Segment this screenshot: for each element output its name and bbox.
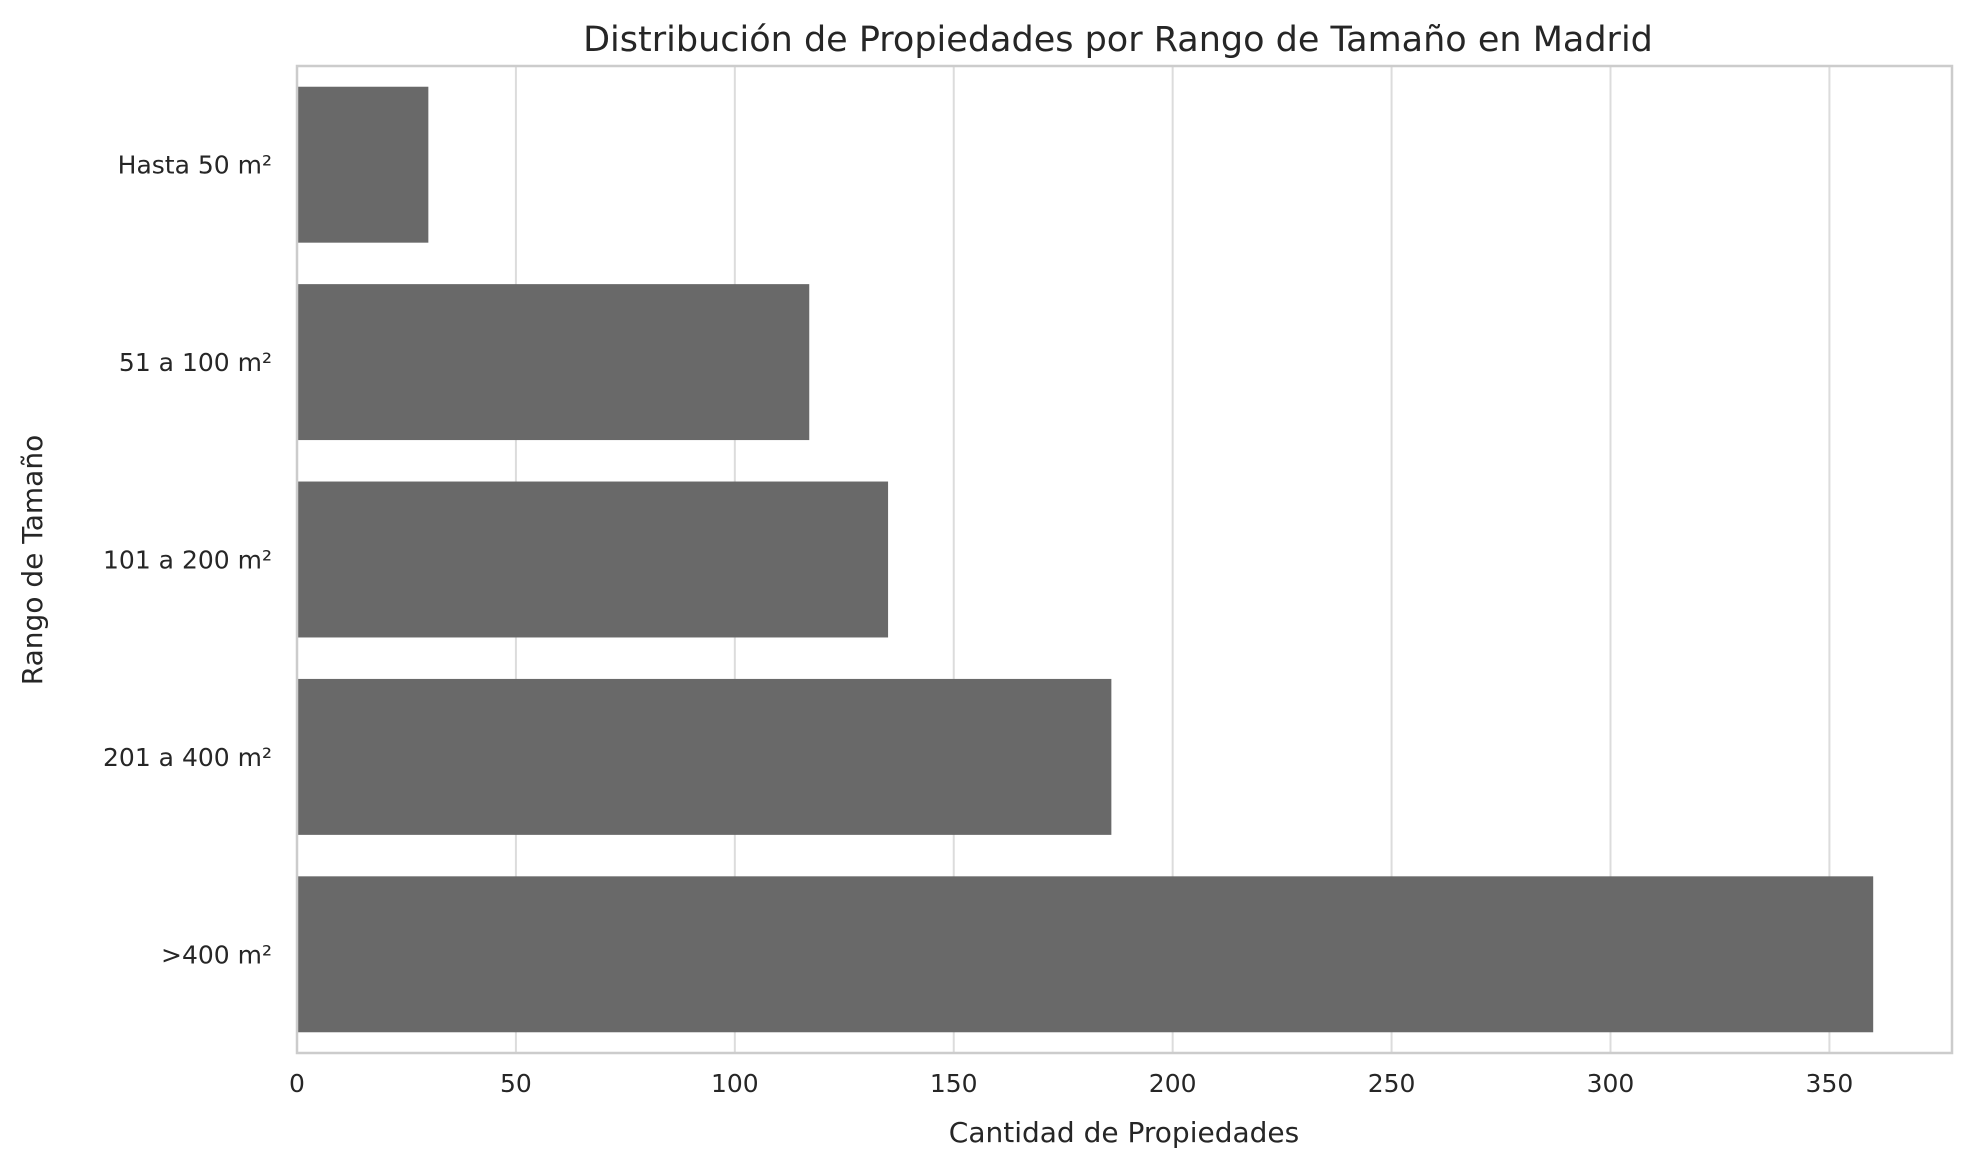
x-tick-label: 350: [1806, 1069, 1854, 1098]
bar: [297, 678, 1112, 835]
y-tick-labels: Hasta 50 m² 51 a 100 m² 101 a 200 m² 201 a …: [103, 151, 272, 970]
x-tick-labels: 0 50 100 150 200 250 300 350: [289, 1069, 1853, 1098]
x-tick-label: 150: [930, 1069, 978, 1098]
y-tick-label: 201 a 400 m²: [103, 743, 272, 772]
bar: [297, 284, 810, 441]
chart-title: Distribución de Propiedades por Rango de…: [583, 20, 1653, 60]
bar: [297, 86, 429, 243]
y-tick-label: 51 a 100 m²: [119, 348, 272, 377]
bars: [297, 86, 1874, 1033]
x-tick-label: 250: [1368, 1069, 1416, 1098]
y-tick-label: Hasta 50 m²: [118, 151, 272, 180]
x-axis-label: Cantidad de Propiedades: [949, 1116, 1299, 1149]
x-tick-label: 300: [1587, 1069, 1635, 1098]
x-tick-label: 50: [500, 1069, 532, 1098]
bar: [297, 481, 889, 638]
y-tick-label: >400 m²: [161, 940, 272, 969]
x-tick-label: 0: [289, 1069, 305, 1098]
bar: [297, 876, 1874, 1033]
y-tick-label: 101 a 200 m²: [103, 546, 272, 575]
y-axis-label: Rango de Tamaño: [16, 435, 49, 685]
plot-frame: [295, 64, 1954, 1055]
x-tick-label: 200: [1149, 1069, 1197, 1098]
x-tick-label: 100: [711, 1069, 759, 1098]
